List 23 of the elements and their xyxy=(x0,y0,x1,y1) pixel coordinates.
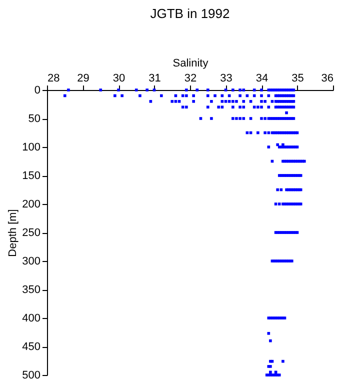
x-axis-title: Salinity xyxy=(172,58,209,70)
y-tick-label: 450 xyxy=(22,341,40,353)
y-tick-label: 350 xyxy=(22,284,40,296)
y-tick-label: 150 xyxy=(22,170,40,182)
y-tick-label: 500 xyxy=(22,370,40,382)
y-axis-title: Depth [m] xyxy=(7,209,20,257)
chart-title: JGTB in 1992 xyxy=(150,6,230,21)
x-tick-label: 32 xyxy=(184,72,197,84)
y-tick-label: 50 xyxy=(28,113,40,125)
y-tick-label: 300 xyxy=(22,256,40,268)
x-tick-label: 28 xyxy=(48,72,60,84)
x-tick-label: 29 xyxy=(77,72,90,84)
x-tick-label: 34 xyxy=(256,72,268,84)
x-tick-label: 31 xyxy=(148,72,161,84)
y-tick-label: 0 xyxy=(34,84,40,96)
y-tick-label: 200 xyxy=(22,198,40,210)
x-tick-label: 33 xyxy=(220,72,232,84)
y-tick-label: 100 xyxy=(22,142,40,154)
y-tick-label: 250 xyxy=(22,227,40,239)
x-tick-label: 30 xyxy=(112,72,126,84)
x-tick-label: 36 xyxy=(321,72,334,84)
y-tick-label: 400 xyxy=(22,312,40,324)
x-tick-label: 35 xyxy=(292,72,304,84)
